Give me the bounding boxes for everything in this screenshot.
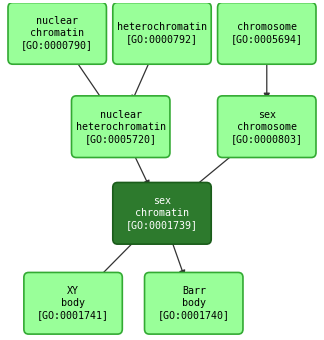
FancyBboxPatch shape: [217, 96, 316, 157]
Text: sex
chromosome
[GO:0000803]: sex chromosome [GO:0000803]: [231, 110, 303, 144]
FancyBboxPatch shape: [217, 3, 316, 64]
FancyBboxPatch shape: [113, 3, 211, 64]
Text: heterochromatin
[GO:0000792]: heterochromatin [GO:0000792]: [117, 22, 207, 45]
Text: chromosome
[GO:0005694]: chromosome [GO:0005694]: [231, 22, 303, 45]
FancyBboxPatch shape: [145, 272, 243, 334]
Text: XY
body
[GO:0001741]: XY body [GO:0001741]: [37, 286, 109, 320]
FancyBboxPatch shape: [72, 96, 170, 157]
Text: nuclear
heterochromatin
[GO:0005720]: nuclear heterochromatin [GO:0005720]: [76, 110, 166, 144]
FancyBboxPatch shape: [113, 183, 211, 244]
FancyBboxPatch shape: [24, 272, 122, 334]
Text: sex
chromatin
[GO:0001739]: sex chromatin [GO:0001739]: [126, 196, 198, 230]
FancyBboxPatch shape: [8, 3, 106, 64]
Text: Barr
body
[GO:0001740]: Barr body [GO:0001740]: [158, 286, 230, 320]
Text: nuclear
chromatin
[GO:0000790]: nuclear chromatin [GO:0000790]: [21, 16, 93, 50]
